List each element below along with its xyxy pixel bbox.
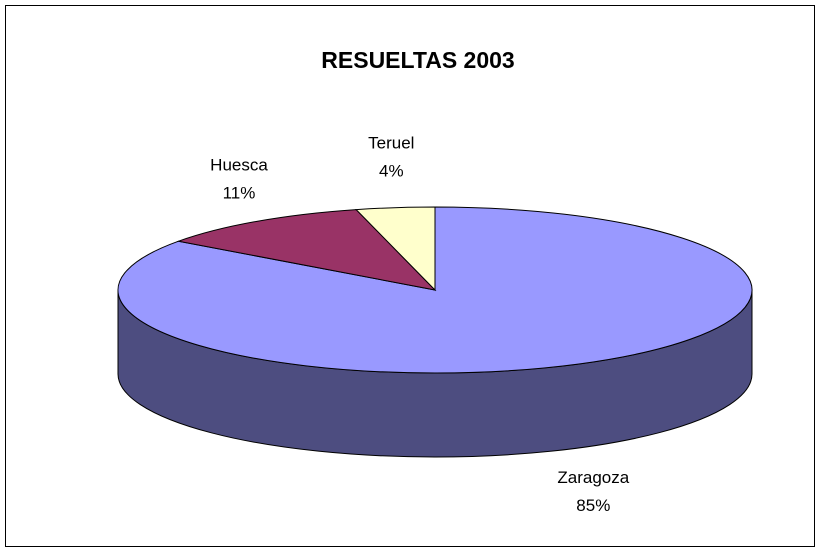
slice [176, 209, 437, 291]
slice-value-label: 85% [576, 496, 610, 515]
chart-title: RESUELTAS 2003 [321, 47, 514, 73]
slice-label: Zaragoza [557, 468, 629, 487]
slice-value-label: 4% [379, 162, 404, 181]
slice [355, 206, 436, 292]
slice-label: Teruel [368, 134, 414, 153]
slice-value-label: 11% [223, 184, 256, 203]
slice-label: Huesca [210, 156, 268, 175]
